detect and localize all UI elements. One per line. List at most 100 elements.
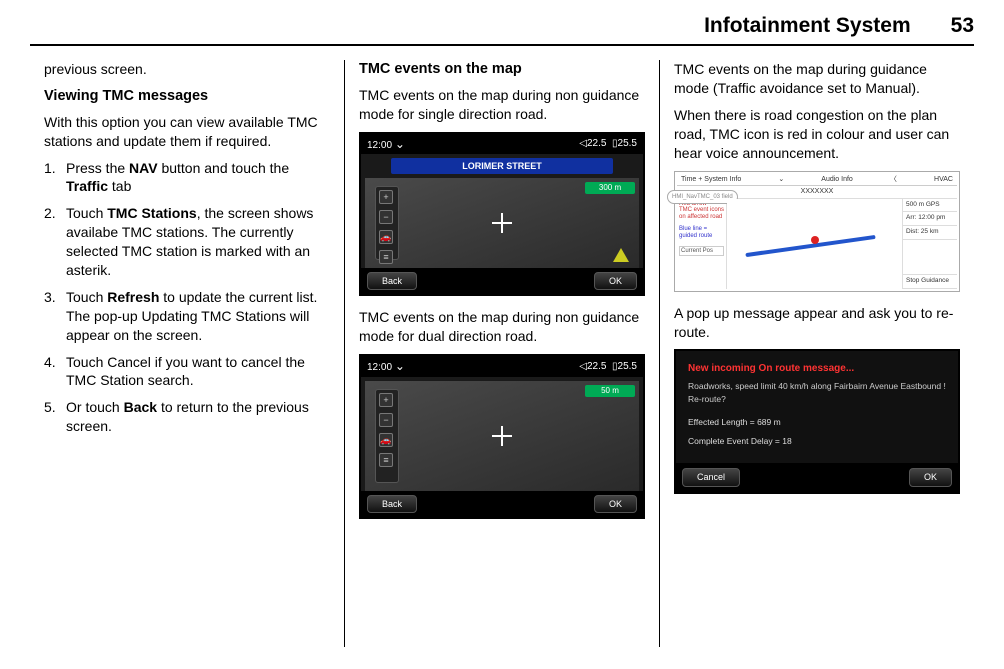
popup-delay: Complete Event Delay = 18 <box>688 435 946 448</box>
gps-badge: 300 m <box>585 182 635 194</box>
back-button[interactable]: Back <box>367 272 417 290</box>
crosshair-icon <box>492 213 512 233</box>
clock: 12:00 ⌄ <box>367 358 405 375</box>
zoom-out-icon: − <box>379 413 393 427</box>
t: Touch <box>66 289 107 305</box>
current-pos: Current Pos <box>679 246 724 257</box>
header-title: Infotainment System <box>704 12 911 40</box>
diagram-right: 500 m GPS Arr: 12:00 pm Dist: 25 km Stop… <box>902 199 957 289</box>
caption: TMC events on the map during non guidanc… <box>359 86 645 124</box>
guidance-diagram: HMI_NavTMC_03 field Time + System Info ⌄… <box>674 171 960 292</box>
v: 25.5 <box>618 138 637 149</box>
chevron-left-icon: 〈 <box>890 175 897 184</box>
bold: NAV <box>129 160 158 176</box>
column-2: TMC events on the map TMC events on the … <box>344 60 660 647</box>
shot-topbar: 12:00 ⌄ ◁22.5 ▯25.5 <box>361 356 643 377</box>
stop-guidance-button[interactable]: Stop Guidance <box>903 275 957 289</box>
distance-info: Dist: 25 km <box>903 226 957 240</box>
car-icon: 🚗 <box>379 433 393 447</box>
header-page-number: 53 <box>951 12 974 40</box>
t: Or touch <box>66 399 124 415</box>
back-button[interactable]: Back <box>367 495 417 513</box>
step-number: 4. <box>44 353 66 391</box>
note: Blue line = guided route <box>679 226 724 239</box>
step-3: 3. Touch Refresh to update the current l… <box>44 288 330 345</box>
paragraph: When there is road congestion on the pla… <box>674 106 960 163</box>
gps-info: 500 m GPS <box>903 199 957 213</box>
popup-body: New incoming On route message... Roadwor… <box>676 351 958 463</box>
step-number: 3. <box>44 288 66 345</box>
step-4: 4. Touch Cancel if you want to cancel th… <box>44 353 330 391</box>
diagram-main: Red arrow = TMC event icons on affected … <box>677 199 957 289</box>
step-text: Touch Cancel if you want to cancel the T… <box>66 353 330 391</box>
step-2: 2. Touch TMC Stations, the screen shows … <box>44 204 330 280</box>
label: HVAC <box>934 175 953 184</box>
diagram-top: Time + System Info ⌄ Audio Info 〈 HVAC <box>677 174 957 186</box>
t: Press the <box>66 160 129 176</box>
section-heading: Viewing TMC messages <box>44 87 330 107</box>
shot-footer: Back OK <box>361 491 643 517</box>
page: Infotainment System 53 previous screen. … <box>0 0 1004 669</box>
step-number: 2. <box>44 204 66 280</box>
crosshair-icon <box>492 426 512 446</box>
label: Time + System Info <box>681 175 741 184</box>
chevron-down-icon: ⌄ <box>395 137 405 151</box>
bold: Back <box>124 399 157 415</box>
popup-message: Roadworks, speed limit 40 km/h along Fai… <box>688 380 946 406</box>
shot-metrics: ◁22.5 ▯25.5 <box>579 137 637 151</box>
step-text: Or touch Back to return to the previous … <box>66 398 330 436</box>
bold: Refresh <box>107 289 159 305</box>
bold: Traffic <box>66 178 108 194</box>
step-number: 1. <box>44 159 66 197</box>
column-1: previous screen. Viewing TMC messages Wi… <box>30 60 344 647</box>
section-heading: TMC events on the map <box>359 60 645 80</box>
ok-button[interactable]: OK <box>594 495 637 513</box>
clock: 12:00 ⌄ <box>367 136 405 153</box>
step-number: 5. <box>44 398 66 436</box>
map-area: 50 m + − 🚗 ≡ <box>365 381 639 491</box>
popup-title: New incoming On route message... <box>688 361 946 376</box>
v: 22.5 <box>587 138 606 149</box>
ok-button[interactable]: OK <box>594 272 637 290</box>
label: Audio Info <box>821 175 853 184</box>
shot-metrics: ◁22.5 ▯25.5 <box>579 360 637 374</box>
popup-footer: Cancel OK <box>676 463 958 491</box>
step-1: 1. Press the NAV button and touch the Tr… <box>44 159 330 197</box>
gps-badge: 50 m <box>585 385 635 397</box>
paragraph: A pop up message appear and ask you to r… <box>674 304 960 342</box>
layers-icon: ≡ <box>379 250 393 264</box>
v: 25.5 <box>618 361 637 372</box>
t: tab <box>108 178 131 194</box>
step-5: 5. Or touch Back to return to the previo… <box>44 398 330 436</box>
page-header: Infotainment System 53 <box>30 12 974 46</box>
diagram-legend: Red arrow = TMC event icons on affected … <box>677 199 727 289</box>
t: Touch <box>66 205 107 221</box>
layers-icon: ≡ <box>379 453 393 467</box>
steps-list: 1. Press the NAV button and touch the Tr… <box>44 159 330 437</box>
v: 22.5 <box>587 361 606 372</box>
shot-topbar: 12:00 ⌄ ◁22.5 ▯25.5 <box>361 134 643 155</box>
reroute-popup-screenshot: New incoming On route message... Roadwor… <box>674 349 960 493</box>
zoom-in-icon: + <box>379 393 393 407</box>
continuation-text: previous screen. <box>44 60 330 79</box>
ok-button[interactable]: OK <box>909 468 952 486</box>
zoom-in-icon: + <box>379 190 393 204</box>
intro-text: With this option you can view available … <box>44 113 330 151</box>
chevron-down-icon: ⌄ <box>395 359 405 373</box>
warning-icon <box>613 248 629 262</box>
route-line <box>745 235 876 257</box>
step-text: Touch Refresh to update the current list… <box>66 288 330 345</box>
map-screenshot-single: 12:00 ⌄ ◁22.5 ▯25.5 LORIMER STREET 300 m… <box>359 132 645 297</box>
shot-footer: Back OK <box>361 268 643 294</box>
arrival-info: Arr: 12:00 pm <box>903 212 957 226</box>
map-screenshot-dual: 12:00 ⌄ ◁22.5 ▯25.5 50 m + − 🚗 ≡ Back OK <box>359 354 645 519</box>
caption: TMC events on the map during non guidanc… <box>359 308 645 346</box>
map-area: 300 m + − 🚗 ≡ <box>365 178 639 268</box>
t: button and touch the <box>158 160 290 176</box>
car-icon: 🚗 <box>379 230 393 244</box>
cancel-button[interactable]: Cancel <box>682 468 740 486</box>
chevron-down-icon: ⌄ <box>778 175 784 184</box>
time: 12:00 <box>367 140 392 151</box>
step-text: Touch TMC Stations, the screen shows ava… <box>66 204 330 280</box>
diagram-map <box>727 199 902 289</box>
